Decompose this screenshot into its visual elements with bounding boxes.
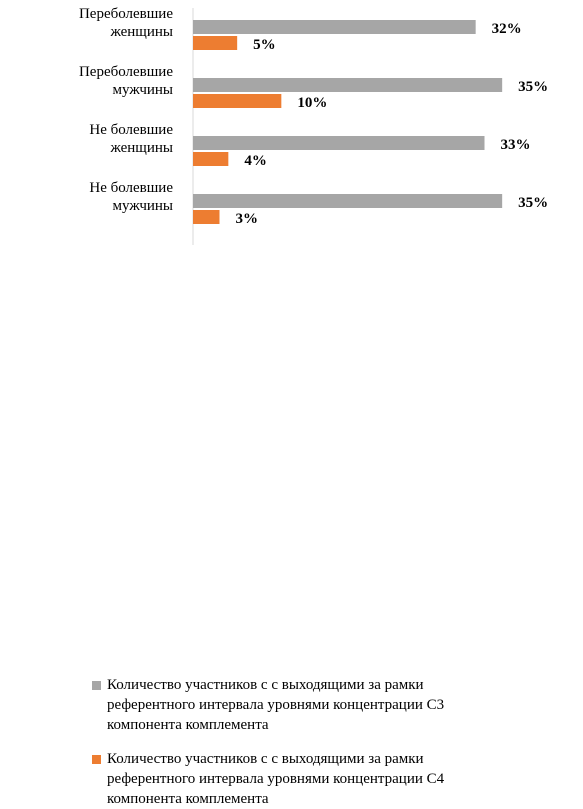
- bar-series-2-category-2: [193, 94, 282, 108]
- data-label-series-1-category-3: 33%: [501, 137, 531, 153]
- category-label-4-line-2: мужчины: [113, 198, 173, 214]
- legend-item-c3: Количество участников с с выходящими за …: [92, 675, 444, 735]
- legend-label-c3: Количество участников с с выходящими за …: [107, 677, 445, 733]
- legend-swatch-c3: [92, 681, 101, 690]
- bar-series-2-category-1: [193, 36, 238, 50]
- category-label-3-line-2: женщины: [109, 140, 173, 156]
- category-label-1-line-2: женщины: [109, 24, 173, 40]
- bar-series-2-category-4: [193, 210, 220, 224]
- category-label-2-line-1: Переболевшие: [79, 64, 173, 80]
- legend-item-c4: Количество участников с с выходящими за …: [92, 749, 444, 809]
- category-label-1-line-1: Переболевшие: [79, 6, 173, 22]
- legend-label-c4: Количество участников с с выходящими за …: [107, 751, 445, 807]
- data-label-series-1-category-4: 35%: [518, 195, 548, 211]
- bar-series-1-category-1: [193, 20, 476, 34]
- category-label-4-line-1: Не болевшие: [89, 180, 173, 196]
- data-label-series-2-category-3: 4%: [244, 153, 266, 169]
- legend-swatch-c4: [92, 755, 101, 764]
- data-label-series-1-category-1: 32%: [492, 21, 522, 37]
- bar-series-1-category-3: [193, 136, 485, 150]
- bar-series-2-category-3: [193, 152, 229, 166]
- data-label-series-2-category-2: 10%: [297, 95, 327, 111]
- bar-series-1-category-4: [193, 194, 503, 208]
- data-label-series-2-category-4: 3%: [236, 211, 259, 227]
- chart-plot: Переболевшие женщины 32% 5% Переболевшие мужч…: [79, 6, 548, 245]
- category-label-3-line-1: Не болевшие: [89, 122, 173, 138]
- bar-chart: Переболевшие женщины 32% 5% Переболевшие мужч…: [79, 6, 548, 807]
- category-label-2-line-2: мужчины: [113, 82, 173, 98]
- data-label-series-2-category-1: 5%: [253, 37, 276, 53]
- data-label-series-1-category-2: 35%: [518, 79, 548, 95]
- bar-series-1-category-2: [193, 78, 503, 92]
